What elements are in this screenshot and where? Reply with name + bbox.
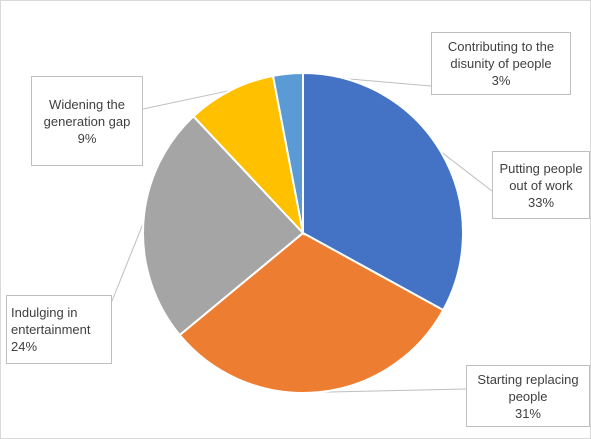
data-label-text: Widening the generation gap 9% [43, 96, 131, 146]
data-label-starting-replacing-people: Starting replacing people 31% [466, 365, 590, 427]
data-label-putting-people-out-of-work: Putting people out of work 33% [492, 151, 590, 219]
data-label-contributing-to-the-disunity-of-people: Contributing to the disunity of people 3… [431, 32, 571, 95]
leader-line-0 [440, 151, 493, 192]
data-label-text: Putting people out of work 33% [499, 160, 583, 210]
pie-slice-0 [302, 71, 464, 312]
data-label-text: Indulging in entertainment 24% [11, 305, 91, 354]
data-label-indulging-in-entertainment: Indulging in entertainment 24% [6, 295, 112, 364]
pie-slice-2 [142, 114, 305, 337]
leader-line-3 [142, 89, 231, 110]
pie-slice-1 [178, 231, 445, 394]
leader-line-1 [318, 388, 467, 393]
pie-slice-3 [192, 74, 305, 237]
data-label-text: Contributing to the disunity of people 3… [447, 39, 555, 88]
pie-slices [142, 71, 464, 394]
data-label-text: Starting replacing people 31% [477, 371, 579, 421]
pie-slice-4 [271, 71, 304, 234]
data-label-widening-the-generation-gap: Widening the generation gap 9% [31, 76, 143, 166]
leader-line-2 [111, 222, 144, 302]
